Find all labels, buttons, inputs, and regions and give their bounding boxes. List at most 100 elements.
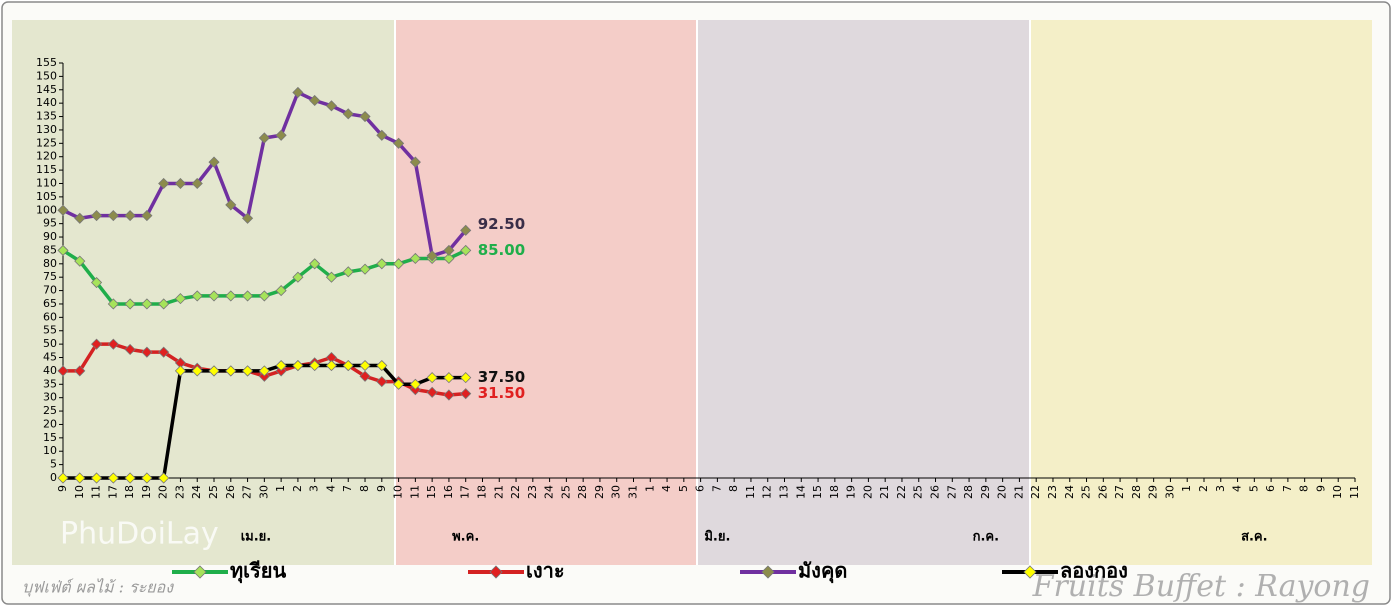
series-marker (158, 346, 170, 358)
series-marker (242, 212, 254, 224)
series-marker (107, 298, 119, 310)
series-marker (275, 359, 287, 372)
series-marker (309, 94, 321, 107)
y-tick-label: 5 (50, 458, 57, 471)
series-marker (225, 365, 237, 377)
series-marker (57, 244, 69, 256)
y-tick-label: 105 (36, 190, 57, 203)
legend-marker (193, 565, 207, 579)
series-marker (460, 388, 472, 400)
x-tick-label: 11 (90, 485, 103, 499)
x-tick-label: 24 (1063, 485, 1076, 499)
legend-label: ทุเรียน (230, 559, 286, 584)
series-marker (191, 365, 203, 377)
series-marker (174, 177, 187, 190)
y-tick-label: 45 (43, 351, 57, 364)
series-marker (325, 271, 338, 283)
legend-label: ลองกอง (1060, 559, 1128, 583)
y-tick-label: 55 (43, 324, 57, 337)
x-tick-label: 27 (241, 485, 254, 499)
x-tick-label: 30 (257, 485, 270, 499)
series-marker (342, 359, 354, 372)
series-marker (359, 359, 371, 372)
x-tick-label: 30 (610, 485, 623, 499)
background-panel (395, 20, 697, 565)
series-marker (275, 129, 287, 141)
legend-label: เงาะ (526, 559, 565, 583)
x-tick-label: 18 (828, 485, 841, 499)
series-marker (242, 290, 254, 302)
y-tick-label: 80 (43, 257, 57, 270)
series-marker (292, 271, 304, 283)
series-marker (376, 129, 388, 141)
x-tick-label: 20 (861, 485, 874, 499)
x-tick-label: 20 (996, 485, 1009, 499)
y-tick-label: 100 (36, 203, 57, 216)
background-panel (697, 20, 1030, 565)
series-marker (124, 472, 136, 484)
x-tick-label: 6 (694, 485, 707, 492)
series-marker (409, 252, 421, 265)
x-tick-label: 21 (878, 485, 891, 499)
series-marker (342, 266, 354, 278)
x-tick-label: 9 (375, 485, 388, 492)
y-tick-label: 110 (36, 176, 57, 189)
month-label: เม.ย. (241, 530, 272, 545)
series-marker (107, 338, 119, 350)
series-marker (258, 132, 270, 144)
data-label: 92.50 (478, 215, 525, 233)
x-tick-label: 17 (459, 485, 472, 499)
x-tick-label: 3 (308, 485, 321, 492)
series-marker (359, 110, 371, 123)
x-tick-label: 8 (727, 485, 740, 492)
x-tick-label: 11 (408, 485, 421, 499)
series-marker (158, 298, 170, 310)
x-tick-label: 26 (1096, 485, 1109, 499)
x-tick-label: 23 (526, 485, 539, 499)
x-tick-label: 8 (1298, 485, 1311, 492)
y-tick-label: 40 (43, 364, 57, 377)
x-tick-label: 4 (1231, 485, 1244, 492)
y-tick-label: 95 (43, 217, 57, 230)
x-tick-label: 24 (190, 485, 203, 499)
x-tick-label: 25 (912, 485, 925, 499)
y-tick-label: 25 (43, 404, 57, 417)
month-label: พ.ค. (452, 530, 479, 545)
series-marker (90, 472, 103, 484)
data-label: 37.50 (478, 368, 525, 386)
series-marker (57, 365, 69, 377)
x-tick-label: 28 (1130, 485, 1143, 499)
legend-marker (1023, 565, 1037, 579)
y-tick-label: 90 (43, 230, 57, 243)
y-tick-label: 50 (43, 337, 57, 350)
series-marker (124, 343, 136, 356)
x-tick-label: 27 (945, 485, 958, 499)
series-marker (393, 137, 405, 149)
series-marker (74, 212, 86, 224)
month-label: ส.ค. (1241, 530, 1268, 545)
x-tick-label: 18 (123, 485, 136, 499)
x-tick-label: 7 (710, 485, 723, 492)
data-label: 85.00 (478, 241, 525, 259)
x-tick-label: 6 (1264, 485, 1277, 492)
y-tick-label: 85 (43, 243, 57, 256)
series-marker (292, 86, 304, 99)
x-tick-label: 11 (1348, 485, 1361, 499)
series-marker (141, 472, 153, 484)
series-marker (208, 365, 220, 377)
x-tick-label: 13 (778, 485, 791, 499)
x-tick-label: 23 (1046, 485, 1059, 499)
x-tick-label: 26 (929, 485, 942, 499)
y-tick-label: 140 (36, 96, 57, 109)
legend-marker (489, 565, 503, 579)
series-marker (90, 276, 103, 289)
x-tick-label: 3 (1214, 485, 1227, 492)
x-tick-label: 12 (761, 485, 774, 499)
series-marker (275, 285, 287, 297)
series-marker (107, 210, 119, 222)
series-marker (376, 376, 388, 388)
y-tick-label: 115 (36, 163, 57, 176)
series-marker (225, 199, 237, 211)
x-tick-label: 10 (1331, 485, 1344, 499)
y-tick-label: 145 (36, 83, 57, 96)
